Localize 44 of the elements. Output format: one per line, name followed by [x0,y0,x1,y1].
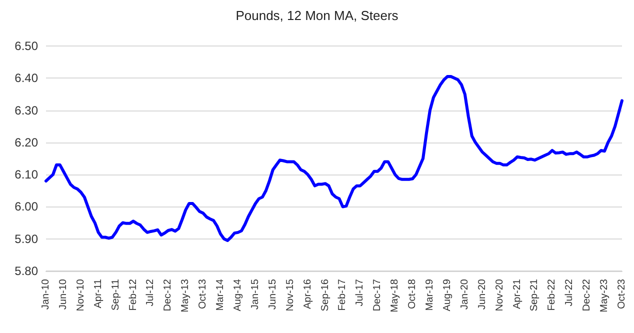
x-tick-label: Mar-19 [424,278,436,311]
x-tick-label: Jan-15 [250,278,261,310]
x-tick-label: May-13 [180,278,192,312]
x-tick-label: Mar-14 [215,278,226,311]
x-tick-label: May-23 [599,278,610,312]
x-tick-label: Feb-17 [337,278,348,311]
y-tick-label: 6.20 [14,135,38,150]
x-tick-label: Sep-21 [529,278,540,312]
x-tick-label: Jun-15 [267,278,278,310]
y-tick-label: 6.30 [14,103,38,118]
y-tick-label: 5.80 [14,264,38,278]
x-tick-label: Jun-10 [58,278,69,310]
x-tick-label: Sep-16 [320,278,331,312]
x-tick-label: Jul-17 [354,278,366,306]
x-tick-label: Apr-16 [302,278,314,310]
y-tick-label: 6.40 [14,71,38,86]
x-tick-label: Apr-21 [512,278,523,310]
x-tick-label: Jan-10 [40,278,52,310]
x-tick-label: Jan-20 [459,278,470,310]
x-tick-label: May-18 [390,278,401,312]
x-tick-label: Sep-11 [110,278,122,311]
x-tick-label: Dec-17 [372,278,384,312]
x-tick-label: Jul-12 [145,278,156,306]
x-tick-label: Nov-15 [284,278,296,312]
y-tick-label: 6.50 [14,39,38,53]
x-tick-label: Oct-23 [616,278,628,310]
x-tick-label: Nov-10 [75,278,86,312]
x-tick-label: Oct-18 [407,278,418,310]
x-tick-label: Jun-20 [476,278,488,310]
x-tick-label: Oct-13 [198,278,209,310]
x-tick-label: Aug-19 [442,278,453,312]
x-tick-label: Nov-20 [494,278,506,312]
x-tick-label: Apr-11 [92,278,104,308]
y-tick-label: 5.90 [14,232,38,246]
x-tick-label: Dec-22 [582,278,593,312]
x-tick-label: Aug-14 [232,278,244,312]
x-tick-label: Jul-22 [564,278,576,306]
line-series [44,75,624,242]
y-tick-label: 6.10 [14,168,38,182]
x-tick-label: Feb-12 [128,278,139,311]
chart-title: Pounds, 12 Mon MA, Steers [236,8,399,23]
x-tick-label: Feb-22 [546,278,558,311]
y-tick-label: 6.00 [14,200,38,214]
x-tick-label: Dec-12 [162,278,174,312]
